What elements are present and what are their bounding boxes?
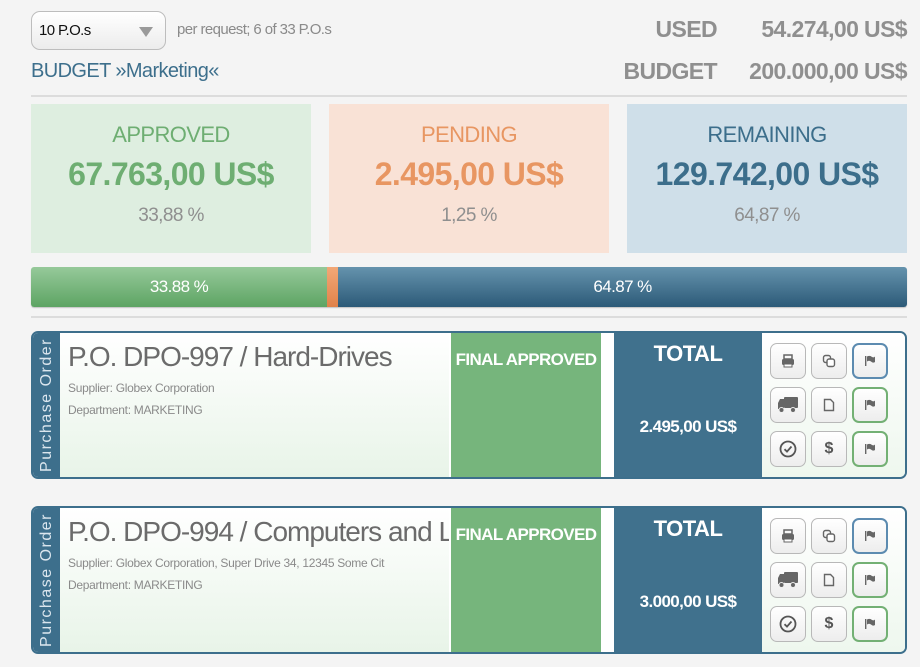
print-icon xyxy=(782,529,794,543)
po-status-badge: FINAL APPROVED xyxy=(451,508,601,652)
copy-icon xyxy=(822,529,836,543)
purchase-order-card[interactable]: Purchase Order P.O. DPO-997 / Hard-Drive… xyxy=(31,331,907,479)
flag-button[interactable] xyxy=(852,431,888,467)
flag-button[interactable] xyxy=(852,606,888,642)
approve-button[interactable] xyxy=(770,431,806,467)
flag-button[interactable] xyxy=(852,387,888,423)
budget-title: BUDGET »Marketing« xyxy=(31,60,219,82)
flag-icon xyxy=(865,355,875,366)
print-button[interactable] xyxy=(770,343,806,379)
approved-amount: 67.763,00 US$ xyxy=(68,156,274,192)
remaining-amount: 129.742,00 US$ xyxy=(655,156,880,192)
used-summary: USED 54.274,00 US$ xyxy=(655,16,907,43)
document-icon xyxy=(823,573,835,587)
po-side-label: Purchase Order xyxy=(33,333,60,477)
po-info: P.O. DPO-997 / Hard-Drives Supplier: Glo… xyxy=(60,333,451,477)
po-total-value: 2.495,00 US$ xyxy=(639,417,737,436)
budget-progress-bar: 33.88 % 64.87 % xyxy=(31,267,907,307)
approve-button[interactable] xyxy=(770,606,806,642)
approved-card: APPROVED 67.763,00 US$ 33,88 % xyxy=(31,104,311,253)
pending-title: PENDING xyxy=(420,122,518,147)
page-size-value: 10 P.O.s xyxy=(39,22,91,39)
flag-icon xyxy=(865,399,875,410)
flag-button[interactable] xyxy=(852,562,888,598)
document-icon xyxy=(823,398,835,412)
po-side-label: Purchase Order xyxy=(33,508,60,652)
remaining-percent: 64,87 % xyxy=(734,205,800,226)
po-department: Department: MARKETING xyxy=(68,578,203,592)
flag-icon xyxy=(865,618,875,629)
copy-button[interactable] xyxy=(811,343,847,379)
page-size-select[interactable]: 10 P.O.s xyxy=(31,11,166,50)
payment-button[interactable]: $ xyxy=(811,606,847,642)
po-info: P.O. DPO-994 / Computers and La... Suppl… xyxy=(60,508,451,652)
po-actions: $ xyxy=(762,333,905,477)
used-value: 54.274,00 US$ xyxy=(761,16,907,42)
budget-value: 200.000,00 US$ xyxy=(749,58,907,84)
budget-label: BUDGET xyxy=(623,58,717,84)
po-total: TOTAL 2.495,00 US$ xyxy=(614,333,762,477)
budget-summary: BUDGET 200.000,00 US$ xyxy=(623,58,907,85)
po-title[interactable]: P.O. DPO-994 / Computers and La... xyxy=(68,516,449,547)
flag-button[interactable] xyxy=(852,518,888,554)
po-department: Department: MARKETING xyxy=(68,403,203,417)
check-circle-icon xyxy=(779,440,797,458)
progress-remaining-segment: 64.87 % xyxy=(338,267,907,307)
progress-pending-segment xyxy=(327,267,338,307)
pending-percent: 1,25 % xyxy=(441,205,497,226)
pending-card: PENDING 2.495,00 US$ 1,25 % xyxy=(329,104,609,253)
copy-icon xyxy=(822,354,836,368)
dollar-icon: $ xyxy=(824,440,834,457)
print-icon xyxy=(782,354,794,368)
document-button[interactable] xyxy=(811,387,847,423)
per-request-text: per request; 6 of 33 P.O.s xyxy=(177,21,332,38)
po-total-label: TOTAL xyxy=(653,341,723,366)
po-total: TOTAL 3.000,00 US$ xyxy=(614,508,762,652)
divider xyxy=(31,316,907,318)
flag-button[interactable] xyxy=(852,343,888,379)
copy-button[interactable] xyxy=(811,518,847,554)
po-supplier: Supplier: Globex Corporation xyxy=(68,381,215,395)
shipping-button[interactable] xyxy=(770,562,806,598)
document-button[interactable] xyxy=(811,562,847,598)
truck-icon xyxy=(778,397,798,413)
po-status-badge: FINAL APPROVED xyxy=(451,333,601,477)
used-label: USED xyxy=(655,16,717,42)
truck-icon xyxy=(778,572,798,588)
approved-title: APPROVED xyxy=(112,122,230,147)
progress-approved-segment: 33.88 % xyxy=(31,267,327,307)
po-supplier: Supplier: Globex Corporation, Super Driv… xyxy=(68,556,385,570)
remaining-card: REMAINING 129.742,00 US$ 64,87 % xyxy=(627,104,907,253)
flag-icon xyxy=(865,443,875,454)
payment-button[interactable]: $ xyxy=(811,431,847,467)
approved-percent: 33,88 % xyxy=(138,205,204,226)
shipping-button[interactable] xyxy=(770,387,806,423)
po-actions: $ xyxy=(762,508,905,652)
po-total-label: TOTAL xyxy=(653,516,723,541)
print-button[interactable] xyxy=(770,518,806,554)
flag-icon xyxy=(865,574,875,585)
dollar-icon: $ xyxy=(824,615,834,632)
po-title[interactable]: P.O. DPO-997 / Hard-Drives xyxy=(68,341,393,372)
po-total-value: 3.000,00 US$ xyxy=(639,592,737,611)
pending-amount: 2.495,00 US$ xyxy=(374,156,564,192)
check-circle-icon xyxy=(779,615,797,633)
flag-icon xyxy=(865,530,875,541)
remaining-title: REMAINING xyxy=(707,122,827,147)
chevron-down-icon xyxy=(139,27,153,37)
purchase-order-card[interactable]: Purchase Order P.O. DPO-994 / Computers … xyxy=(31,506,907,654)
divider xyxy=(31,95,907,97)
